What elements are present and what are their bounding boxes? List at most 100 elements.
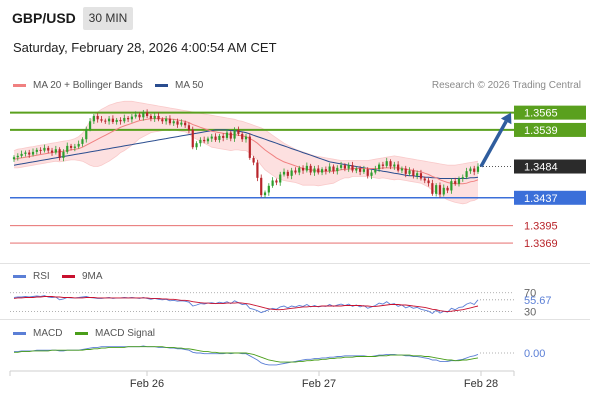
candle-body-39 [161,119,164,122]
legend-macd-signal: MACD Signal [75,328,155,339]
bollinger-lower-line [14,129,479,205]
candle-body-121 [473,168,476,172]
candle-body-0 [12,157,16,160]
candle-body-58 [233,129,236,139]
resistance-label-0: 1.3565 [524,108,558,120]
candle-body-86 [339,165,343,168]
candle-body-73 [290,170,293,176]
copyright: Research © 2026 Trading Central [431,80,581,91]
forecast-arrow-head [500,112,512,125]
candle-body-61 [244,136,248,140]
candle-body-117 [457,178,461,184]
candle-body-76 [301,167,305,171]
legend-rsi-ma: 9MA [62,271,103,282]
candle-body-46 [187,125,191,130]
candle-body-96 [378,164,381,170]
macd-last-value: 0.00 [524,348,545,360]
candle-body-65 [260,177,263,196]
legend-rsi-swatch [13,275,26,278]
legend-ma50-label: MA 50 [175,80,204,91]
candle-body-69 [275,180,278,183]
legend-macd-signal-label: MACD Signal [95,328,156,339]
candle-body-77 [305,165,308,171]
candle-body-83 [328,166,331,172]
candle-body-2 [20,153,23,156]
candle-body-40 [165,118,168,122]
candle-body-20 [88,121,92,130]
candle-body-45 [184,122,187,126]
candle-body-70 [279,174,282,183]
candle-body-74 [294,170,297,173]
support-tag-3 [514,190,586,205]
candle-body-14 [66,145,69,152]
candle-body-89 [351,165,354,171]
candle-body-68 [271,180,274,186]
candle-body-94 [370,172,373,176]
legend-ma50-swatch [155,84,168,87]
candle-body-35 [146,112,149,116]
legend-rsi-ma-label: 9MA [82,271,103,282]
legend-rsi-ma-swatch [62,275,75,278]
candle-body-18 [81,139,84,144]
legend-rsi: RSI [13,271,50,282]
candle-body-38 [157,115,160,120]
candle-body-99 [389,161,392,167]
rsi-level-label-0: 70 [524,288,536,300]
timeframe-badge[interactable]: 30 MIN [83,7,133,30]
candle-body-4 [28,152,31,155]
candle-body-42 [172,121,175,124]
candle-body-26 [111,118,114,122]
rsi-line [13,295,479,315]
candle-body-57 [229,132,232,139]
candle-body-109 [427,180,430,184]
candle-body-54 [218,135,221,140]
legend-ma50: MA 50 [155,80,203,91]
candle-body-3 [24,152,27,154]
candle-body-111 [435,185,438,194]
candle-body-82 [324,169,327,172]
candle-body-51 [206,138,210,142]
candle-body-8 [43,147,46,151]
candle-body-103 [404,168,407,174]
candle-body-120 [469,168,472,172]
candle-body-47 [191,129,194,148]
candle-body-91 [358,168,362,172]
candle-body-92 [362,169,366,172]
candle-body-118 [461,177,464,179]
candle-body-55 [222,135,225,138]
candle-body-84 [332,166,335,172]
candle-body-53 [214,136,217,140]
candle-body-16 [73,146,76,148]
candle-body-63 [252,157,255,163]
candle-body-122 [476,166,480,172]
support-label-3: 1.3437 [524,193,558,205]
candle-body-60 [241,133,244,140]
bollinger-band [14,101,478,204]
resistance-label-1: 1.3539 [524,125,558,137]
candle-body-95 [374,169,377,173]
bollinger-upper-line [13,100,479,166]
rsi-last-value: 55.67 [524,295,552,307]
candle-body-88 [347,165,350,169]
x-tick-label-1: Feb 27 [302,378,336,390]
candle-body-31 [130,116,134,120]
candle-body-100 [393,164,396,167]
candle-body-21 [92,115,95,122]
candle-body-59 [237,129,240,134]
candle-body-10 [50,150,54,153]
legend-ma20-label: MA 20 + Bollinger Bands [33,80,143,91]
candle-body-22 [96,115,99,120]
candle-body-43 [176,121,179,125]
candle-body-23 [100,119,103,121]
candle-body-19 [85,129,88,140]
candle-body-5 [31,151,35,155]
panel-divider-macd [0,319,590,320]
candle-body-44 [180,122,183,125]
candle-body-98 [385,161,388,166]
panel-divider-rsi [0,263,590,264]
legend-macd-label: MACD [33,328,63,339]
candle-body-93 [366,169,369,176]
candle-body-9 [47,147,50,151]
candle-body-12 [58,149,61,158]
